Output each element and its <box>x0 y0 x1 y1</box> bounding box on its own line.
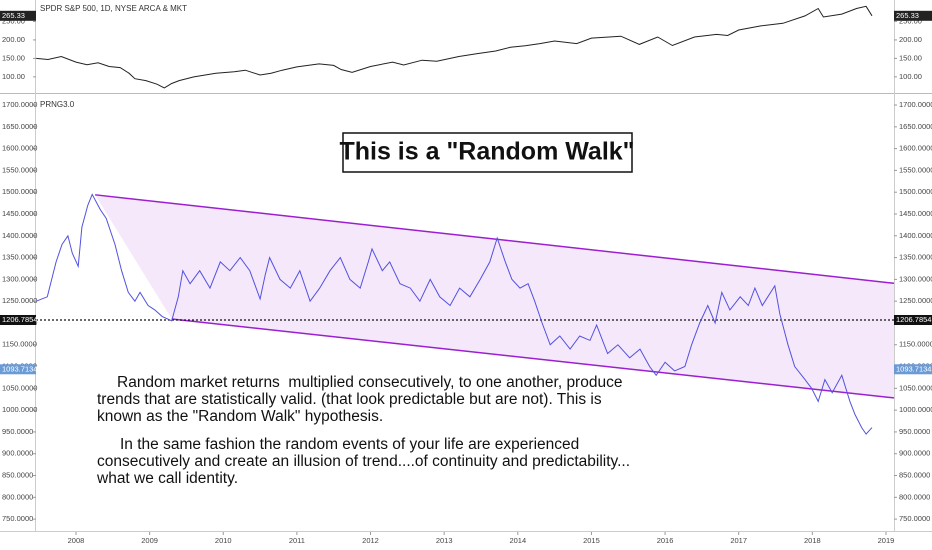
y-tick-label: 1550.0000 <box>2 165 37 174</box>
x-tick-label: 2018 <box>804 536 821 545</box>
y-tick-label: 1250.0000 <box>899 296 932 305</box>
annotation-line: Random market returns multiplied consecu… <box>117 374 622 391</box>
last-value-label: 265.33 <box>2 11 25 20</box>
last-value-badge <box>0 10 36 21</box>
x-tick-label: 2017 <box>730 536 747 545</box>
y-tick-label: 800.0000 <box>899 492 930 501</box>
y-tick-label: 1000.0000 <box>2 405 37 414</box>
y-tick-label: 800.0000 <box>2 492 33 501</box>
y-tick-label: 900.0000 <box>899 449 930 458</box>
y-tick-label: 1600.0000 <box>899 144 932 153</box>
last-value-label: 1093.7134 <box>2 364 37 373</box>
last-value-badge <box>894 364 932 375</box>
y-tick-label: 1400.0000 <box>899 231 932 240</box>
y-tick-label: 100.00 <box>2 72 25 81</box>
y-tick-label: 1450.0000 <box>899 209 932 218</box>
reference-badge <box>0 315 36 326</box>
channel-fill <box>95 194 894 398</box>
price-line <box>36 5 873 89</box>
annotation-line: trends that are statistically valid. (th… <box>97 391 602 408</box>
last-value-badge <box>0 364 36 375</box>
y-tick-label: 1300.0000 <box>2 274 37 283</box>
y-tick-label: 1650.0000 <box>2 122 37 131</box>
last-value-label: 1093.7134 <box>896 364 931 373</box>
x-tick-label: 2013 <box>436 536 453 545</box>
reference-label: 1206.7854 <box>896 315 931 324</box>
x-tick-label: 2009 <box>141 536 158 545</box>
x-tick-label: 2010 <box>215 536 232 545</box>
price-line <box>36 193 873 435</box>
y-tick-label: 200.00 <box>899 35 922 44</box>
reference-badge <box>894 315 932 326</box>
y-tick-label: 1150.0000 <box>899 340 932 349</box>
y-tick-label: 150.00 <box>899 53 922 62</box>
y-tick-label: 1000.0000 <box>899 405 932 414</box>
y-tick-label: 1500.0000 <box>899 187 932 196</box>
x-tick-label: 2008 <box>68 536 85 545</box>
x-tick-label: 2015 <box>583 536 600 545</box>
reference-label: 1206.7854 <box>2 315 37 324</box>
y-tick-label: 950.0000 <box>899 427 930 436</box>
y-tick-label: 750.0000 <box>2 514 33 523</box>
y-tick-label: 200.00 <box>2 35 25 44</box>
y-tick-label: 100.00 <box>899 72 922 81</box>
annotation-line: In the same fashion the random events of… <box>120 436 579 453</box>
y-tick-label: 950.0000 <box>2 427 33 436</box>
y-tick-label: 1450.0000 <box>2 209 37 218</box>
y-tick-label: 1300.0000 <box>899 274 932 283</box>
annotation-line: consecutively and create an illusion of … <box>97 453 630 470</box>
last-value-badge <box>894 10 932 21</box>
x-tick-label: 2012 <box>362 536 379 545</box>
y-tick-label: 1150.0000 <box>2 340 37 349</box>
y-tick-label: 900.0000 <box>2 449 33 458</box>
headline: This is a "Random Walk" <box>339 138 634 166</box>
y-tick-label: 1500.0000 <box>2 187 37 196</box>
y-tick-label: 850.0000 <box>2 471 33 480</box>
channel-upper <box>95 194 895 285</box>
y-tick-label: 1650.0000 <box>899 122 932 131</box>
y-tick-label: 1250.0000 <box>2 296 37 305</box>
y-tick-label: 150.00 <box>2 53 25 62</box>
last-value-label: 265.33 <box>896 11 919 20</box>
y-tick-label: 1350.0000 <box>2 253 37 262</box>
x-tick-label: 2019 <box>878 536 895 545</box>
y-tick-label: 250.00 <box>899 16 922 25</box>
y-tick-label: 1400.0000 <box>2 231 37 240</box>
y-tick-label: 1700.0000 <box>2 100 37 109</box>
y-tick-label: 1050.0000 <box>2 383 37 392</box>
annotation-line: known as the "Random Walk" hypothesis. <box>97 408 383 425</box>
y-tick-label: 750.0000 <box>899 514 930 523</box>
y-tick-label: 850.0000 <box>899 471 930 480</box>
channel-lower <box>171 318 895 399</box>
x-tick-label: 2014 <box>509 536 526 545</box>
y-tick-label: 1050.0000 <box>899 383 932 392</box>
bottom-panel-title: PRNG3.0 <box>40 100 75 109</box>
y-tick-label: 1550.0000 <box>899 165 932 174</box>
x-tick-label: 2011 <box>289 536 305 545</box>
y-tick-label: 1350.0000 <box>899 253 932 262</box>
y-tick-label: 1700.0000 <box>899 100 932 109</box>
annotation-line: what we call identity. <box>96 470 238 487</box>
top-panel-title: SPDR S&P 500, 1D, NYSE ARCA & MKT <box>40 4 187 13</box>
y-tick-label: 1600.0000 <box>2 144 37 153</box>
headline-box <box>342 132 633 173</box>
x-tick-label: 2016 <box>657 536 674 545</box>
y-tick-label: 250.00 <box>2 16 25 25</box>
